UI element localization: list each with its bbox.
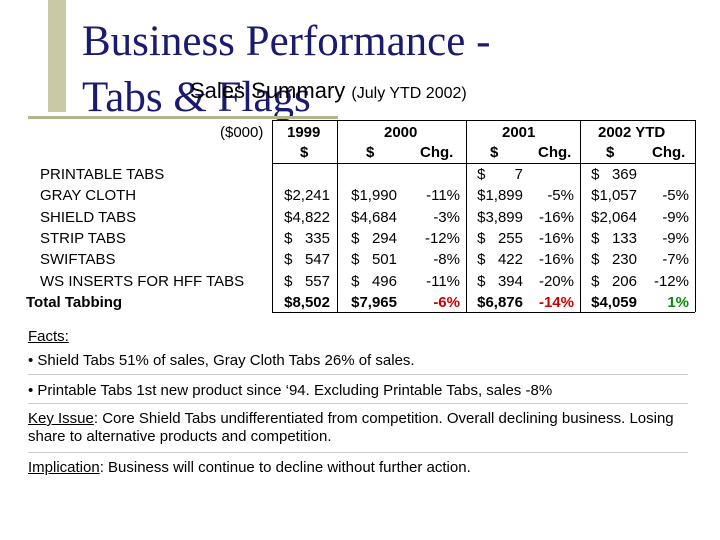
row-label: STRIP TABS bbox=[40, 229, 126, 247]
title-underline bbox=[28, 116, 338, 119]
change-cell: -16% bbox=[538, 229, 574, 247]
value-cell: $ 557 bbox=[284, 272, 330, 290]
subtitle-period: (July YTD 2002) bbox=[351, 85, 467, 102]
total-row-label: Total Tabbing bbox=[26, 293, 123, 311]
value-cell: $6,876 bbox=[477, 293, 523, 311]
value-cell: $ 7 bbox=[477, 166, 523, 183]
value-cell: $1,057 bbox=[591, 187, 637, 205]
value-cell: $8,502 bbox=[284, 293, 330, 311]
implication-text: : Business will continue to decline with… bbox=[99, 459, 471, 476]
grid-line bbox=[272, 163, 695, 164]
row-label: WS INSERTS FOR HFF TABS bbox=[40, 272, 245, 290]
col-header-year: 1999 bbox=[287, 124, 321, 141]
change-cell: -11% bbox=[426, 187, 460, 205]
divider bbox=[28, 452, 688, 453]
row-label: PRINTABLE TABS bbox=[40, 166, 165, 183]
col-header-sub: $ bbox=[300, 144, 309, 161]
value-cell: $2,064 bbox=[591, 208, 637, 226]
value-cell: $2,241 bbox=[284, 187, 330, 205]
change-cell: -9% bbox=[662, 229, 689, 247]
fact-bullet: • Printable Tabs 1st new product since ‘… bbox=[28, 382, 553, 399]
col-header-sub: Chg. bbox=[538, 144, 572, 161]
change-cell: -20% bbox=[538, 272, 574, 290]
value-cell: $4,822 bbox=[284, 208, 330, 226]
value-cell: $ 394 bbox=[477, 272, 523, 290]
change-cell: 1% bbox=[667, 293, 689, 311]
change-cell: -14% bbox=[538, 293, 574, 311]
col-header-sub: $ bbox=[366, 144, 375, 161]
accent-bar bbox=[48, 0, 66, 112]
row-label: GRAY CLOTH bbox=[40, 187, 137, 205]
value-cell: $ 547 bbox=[284, 251, 330, 269]
value-cell: $1,990 bbox=[351, 187, 397, 205]
value-cell: $ 422 bbox=[477, 251, 523, 269]
value-cell: $ 335 bbox=[284, 229, 330, 247]
grid-line bbox=[695, 120, 696, 312]
col-header-year: 2002 YTD bbox=[598, 124, 666, 141]
grid-line bbox=[272, 312, 695, 313]
col-header-sub: $ bbox=[490, 144, 499, 161]
implication-paragraph: Implication: Business will continue to d… bbox=[28, 459, 708, 477]
change-cell: -5% bbox=[662, 187, 689, 205]
change-cell: -12% bbox=[653, 272, 689, 290]
change-cell: -7% bbox=[662, 251, 689, 269]
row-label: SWIFTABS bbox=[40, 251, 116, 269]
value-cell: $ 294 bbox=[351, 229, 397, 247]
value-cell: $3,899 bbox=[477, 208, 523, 226]
fact-bullet: • Shield Tabs 51% of sales, Gray Cloth T… bbox=[28, 352, 415, 369]
unit-label: ($000) bbox=[220, 124, 264, 141]
change-cell: -8% bbox=[433, 251, 460, 269]
key-issue-label: Key Issue bbox=[28, 410, 94, 427]
value-cell: $4,684 bbox=[351, 208, 397, 226]
value-cell: $ 206 bbox=[591, 272, 637, 290]
slide-title-line2: Tabs & Flags bbox=[82, 74, 311, 121]
value-cell: $ 133 bbox=[591, 229, 637, 247]
change-cell: -3% bbox=[433, 208, 460, 226]
value-cell: $4,059 bbox=[591, 293, 637, 311]
facts-heading: Facts: bbox=[28, 328, 69, 345]
slide-subtitle: Sales Summary (July YTD 2002) bbox=[190, 78, 467, 104]
change-cell: -16% bbox=[538, 208, 574, 226]
col-header-year: 2000 bbox=[384, 124, 418, 141]
divider bbox=[28, 374, 688, 375]
col-header-sub: Chg. bbox=[652, 144, 686, 161]
slide-title-line1: Business Performance - bbox=[82, 18, 491, 65]
implication-label: Implication bbox=[28, 459, 100, 476]
value-cell: $1,899 bbox=[477, 187, 523, 205]
key-issue-text: : Core Shield Tabs undifferentiated from… bbox=[28, 410, 674, 445]
change-cell: -9% bbox=[662, 208, 689, 226]
key-issue-paragraph: Key Issue: Core Shield Tabs undifferenti… bbox=[28, 410, 708, 446]
grid-line bbox=[272, 120, 273, 312]
value-cell: $ 496 bbox=[351, 272, 397, 290]
change-cell: -11% bbox=[426, 272, 460, 290]
change-cell: -6% bbox=[433, 293, 460, 311]
value-cell: $7,965 bbox=[351, 293, 397, 311]
subtitle-main: Sales Summary bbox=[190, 78, 346, 103]
grid-line bbox=[337, 120, 338, 312]
value-cell: $ 255 bbox=[477, 229, 523, 247]
col-header-sub: $ bbox=[606, 144, 615, 161]
grid-line bbox=[580, 120, 581, 312]
divider bbox=[28, 403, 688, 404]
col-header-sub: Chg. bbox=[420, 144, 454, 161]
row-label: SHIELD TABS bbox=[40, 208, 137, 226]
col-header-year: 2001 bbox=[502, 124, 536, 141]
change-cell: -16% bbox=[538, 251, 574, 269]
change-cell: -12% bbox=[424, 229, 460, 247]
change-cell: -5% bbox=[547, 187, 574, 205]
value-cell: $ 501 bbox=[351, 251, 397, 269]
value-cell: $ 369 bbox=[591, 166, 637, 183]
grid-line bbox=[466, 120, 467, 312]
value-cell: $ 230 bbox=[591, 251, 637, 269]
grid-line bbox=[272, 120, 695, 121]
